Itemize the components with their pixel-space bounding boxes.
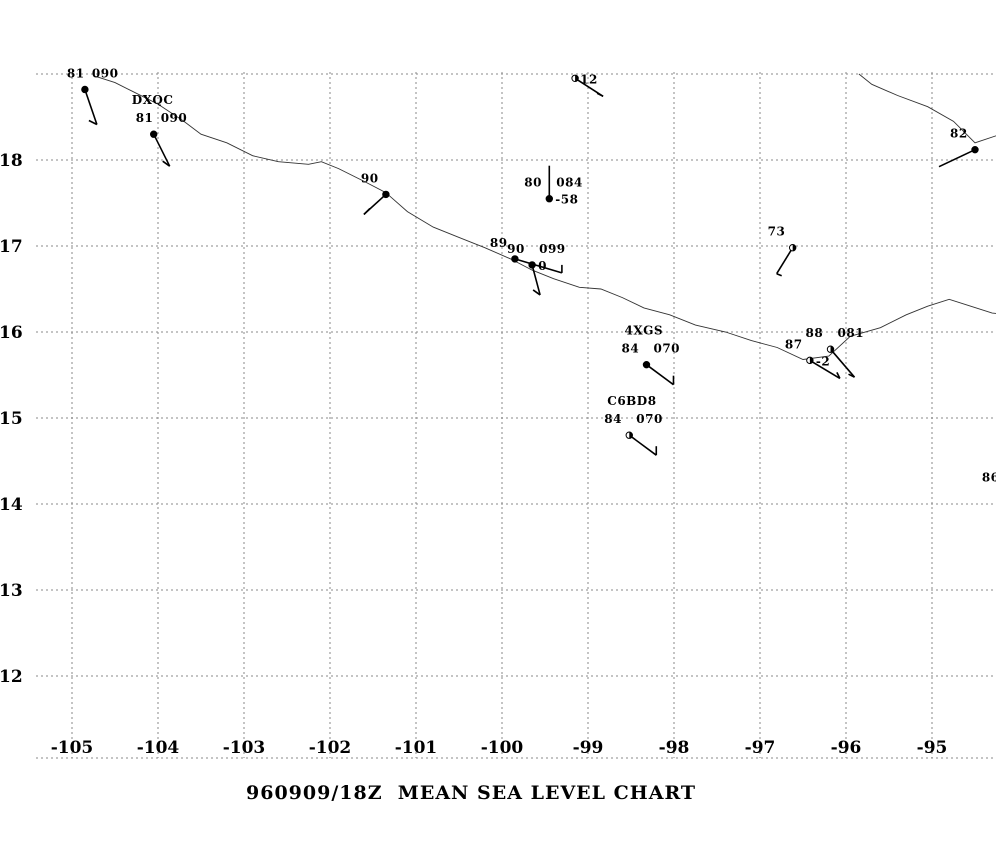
station-temperature: 86 [982, 471, 996, 485]
station-fill [629, 432, 633, 439]
station-fill [809, 357, 814, 364]
longitude-axis: -105 -104 -103 -102 -101 -100 -99 -98 -97 -96 -95 [51, 738, 948, 758]
station-pressure-tendency: -2 [816, 354, 830, 368]
station-fill [792, 244, 796, 251]
station-temperature: 90 [361, 171, 379, 185]
wind-barb-feather [776, 272, 782, 277]
station-plot: 80 084 -58 [524, 165, 583, 207]
station-fill [382, 191, 390, 198]
station-temperature: 90 [507, 242, 525, 256]
wind-barb-feather [162, 160, 171, 167]
latitude-axis: 18 17 16 15 14 13 12 [0, 151, 23, 687]
station-temperature: 81 [136, 111, 154, 125]
wind-barb-feather [848, 373, 855, 378]
station-plot: 87 -2 [785, 337, 841, 380]
station-temperature: 84 [604, 412, 622, 426]
wind-barb [514, 258, 563, 274]
station-temperature: 87 [785, 337, 803, 351]
coastline [93, 73, 996, 360]
station-plot: 73 [768, 225, 797, 277]
wind-barb [775, 247, 794, 275]
wind-barb [531, 264, 541, 296]
station-pressure: 090 [161, 111, 188, 125]
station-fill [575, 75, 579, 82]
station-call-sign: 4XGS [624, 324, 663, 338]
lon-tick-label: -100 [481, 738, 524, 758]
station-call-sign: C6BD8 [607, 394, 656, 408]
station-fill [971, 146, 979, 153]
station-call-sign: DXQC [132, 93, 174, 107]
station-fill [643, 361, 650, 368]
station-pressure: 070 [653, 342, 680, 356]
station-pressure: 081 [838, 326, 865, 340]
station-temperature: 82 [950, 127, 968, 141]
lon-tick-label: -98 [659, 738, 690, 758]
lon-tick-label: -96 [831, 738, 862, 758]
station-pressure: 12 [580, 72, 598, 86]
station-plot: 81 090 [67, 66, 119, 126]
station-plot: C6BD8 84 070 [604, 394, 663, 456]
lat-tick-label: 12 [0, 667, 23, 687]
wind-barb [809, 359, 841, 380]
station-fill [150, 131, 157, 138]
lat-tick-label: 13 [0, 581, 23, 601]
chart-title: 960909/18Z MEAN SEA LEVEL CHART [246, 782, 697, 804]
station-plot: DXQC 81 090 [132, 93, 188, 167]
station-plot: 12 [571, 72, 604, 98]
lon-tick-label: -103 [223, 738, 266, 758]
wind-barb [628, 434, 657, 456]
lon-tick-label: -101 [395, 738, 438, 758]
station-pressure-tendency: 0 [538, 259, 547, 273]
station-pressure: 084 [556, 176, 583, 190]
station-fill [81, 86, 89, 93]
station-pressure: 070 [636, 412, 663, 426]
lat-tick-label: 16 [0, 323, 23, 343]
wind-barb [152, 133, 171, 167]
station-plot: 82 [938, 127, 979, 168]
wind-barb-feather [363, 207, 371, 215]
wind-barb [938, 148, 976, 168]
wind-barb-feather [596, 92, 604, 98]
station-temperature: 89 [490, 236, 508, 250]
lon-tick-label: -95 [917, 738, 948, 758]
pacific-coastline [93, 75, 996, 360]
station-fill [546, 195, 553, 202]
station-fill [511, 255, 519, 263]
station-pressure: 090 [92, 66, 119, 80]
station-temperature: 81 [67, 66, 85, 80]
lat-lon-grid [36, 72, 994, 759]
wind-barb-feather [88, 119, 98, 126]
station-plot: 88 081 [806, 326, 865, 378]
station-plot: 4XGS 84 070 [621, 324, 680, 386]
station-pressure-tendency: -58 [555, 193, 578, 207]
wind-barb-feather [532, 289, 541, 296]
wind-barb [829, 348, 856, 378]
wind-barb [646, 364, 674, 386]
lon-tick-label: -99 [573, 738, 604, 758]
station-fill [830, 346, 834, 353]
station-plot: 89 [490, 236, 563, 274]
lat-tick-label: 18 [0, 151, 23, 171]
wind-barb-feather [836, 372, 841, 379]
lat-tick-label: 14 [0, 495, 23, 515]
lon-tick-label: -104 [137, 738, 180, 758]
station-plot: 86 [982, 471, 996, 485]
lat-tick-label: 17 [0, 237, 23, 257]
station-temperature: 73 [768, 225, 786, 239]
lon-tick-label: -102 [309, 738, 352, 758]
gulf-coastline [858, 73, 996, 144]
station-plot: 90 099 0 [507, 242, 566, 296]
station-fill [528, 261, 536, 269]
lat-tick-label: 15 [0, 409, 23, 429]
lon-tick-label: -105 [51, 738, 94, 758]
lon-tick-label: -97 [745, 738, 776, 758]
station-temperature: 88 [806, 326, 824, 340]
station-temperature: 84 [621, 342, 639, 356]
station-pressure: 099 [539, 242, 566, 256]
station-plot: 90 [361, 171, 390, 215]
station-temperature: 80 [524, 176, 542, 190]
wind-barb [84, 89, 98, 125]
